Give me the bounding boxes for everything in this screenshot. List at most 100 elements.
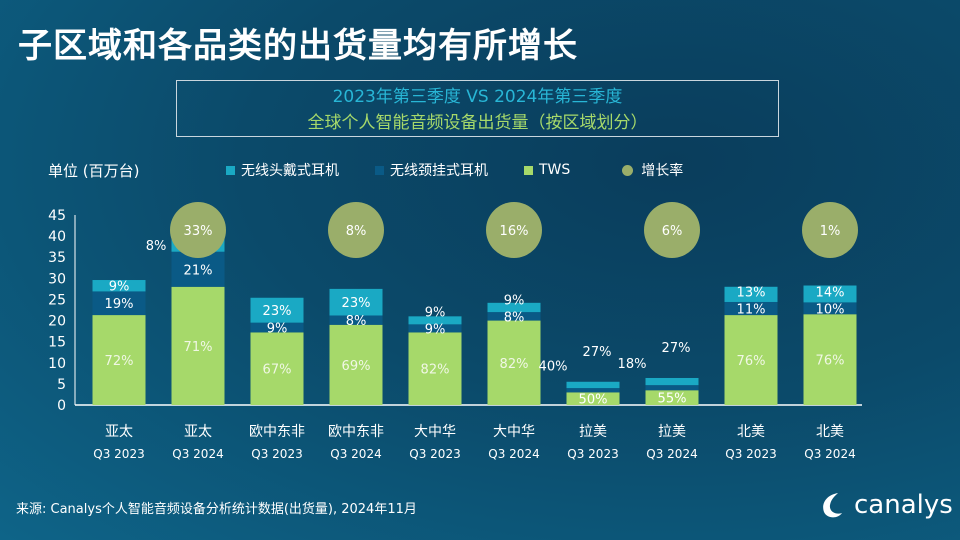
bar-neckband [250, 322, 304, 333]
bar-tws [566, 392, 620, 405]
canalys-logo-icon [823, 493, 842, 518]
bar-data-label: 21% [184, 263, 213, 278]
legend-label: 无线颈挂式耳机 [390, 163, 488, 179]
bar-data-label: 76% [737, 354, 766, 369]
bar-data-label: 9% [425, 322, 446, 337]
bar-tws [487, 320, 541, 405]
y-tick-label: 40 [48, 229, 66, 245]
x-tick-quarter: Q3 2024 [646, 447, 697, 461]
y-tick-label: 30 [48, 271, 66, 287]
bar-data-label: 27% [662, 341, 691, 356]
growth-bubble [328, 202, 384, 258]
x-tick-quarter: Q3 2023 [251, 447, 302, 461]
page-title: 子区域和各品类的出货量均有所增长 [18, 26, 578, 66]
bar-tws [171, 286, 225, 405]
y-axis-unit: 单位 (百万台) [48, 162, 140, 180]
x-tick-region: 大中华 [493, 424, 535, 440]
y-tick-label: 20 [48, 314, 66, 330]
bar-data-label: 8% [346, 314, 367, 329]
bar-neckband [92, 291, 146, 316]
subtitle-line1: 2023年第三季度 VS 2024年第三季度 [332, 87, 623, 107]
bar-data-label: 9% [109, 280, 130, 295]
bar-neckband [487, 312, 541, 321]
legend: 无线头戴式耳机 无线颈挂式耳机 TWS 增长率 [226, 160, 719, 180]
y-tick-label: 0 [57, 398, 66, 414]
bar-data-label: 82% [500, 357, 529, 372]
x-tick-quarter: Q3 2023 [725, 447, 776, 461]
bar-data-label: 13% [737, 286, 766, 301]
y-tick-label: 15 [48, 335, 66, 351]
bar-data-label: 11% [737, 303, 766, 318]
x-tick-region: 北美 [737, 424, 765, 440]
bar-data-label: 71% [184, 340, 213, 355]
x-tick-quarter: Q3 2024 [330, 447, 381, 461]
bar-data-label: 23% [342, 296, 371, 311]
bar-data-label: 72% [105, 354, 134, 369]
bar-data-label: 76% [816, 354, 845, 369]
bar-data-label: 67% [263, 363, 292, 378]
bar-neckband [803, 302, 857, 315]
bar-neckband [566, 388, 620, 393]
bar-data-label: 27% [583, 345, 612, 360]
bar-tws [92, 315, 146, 405]
canalys-logo: canalys [818, 490, 953, 520]
bar-data-label: 55% [658, 392, 687, 407]
bar-data-label: 14% [816, 285, 845, 300]
bar-neckband [645, 385, 699, 391]
bar-data-label: 10% [816, 302, 845, 317]
legend-swatch [226, 165, 235, 175]
growth-label: 16% [500, 224, 529, 239]
x-tick-quarter: Q3 2024 [172, 447, 223, 461]
logo-text: canalys [854, 490, 953, 520]
legend-swatch [375, 165, 384, 175]
chart-subtitle-box: 2023年第三季度 VS 2024年第三季度 全球个人智能音频设备出货量（按区域… [176, 80, 779, 137]
x-tick-region: 拉美 [579, 424, 607, 440]
legend-label: TWS [539, 162, 571, 178]
bar-tws [645, 390, 699, 405]
legend-growth: 增长率 [622, 160, 683, 180]
bar-data-label: 8% [504, 310, 525, 325]
bar-neckband [408, 324, 462, 333]
bar-data-label: 19% [105, 297, 134, 312]
x-tick-region: 欧中东非 [328, 424, 384, 440]
growth-bubble [644, 202, 700, 258]
bar-headset [408, 316, 462, 325]
bar-headset [724, 286, 778, 302]
bar-data-label: 23% [263, 304, 292, 319]
x-tick-region: 亚太 [105, 424, 133, 440]
subtitle-line2: 全球个人智能音频设备出货量（按区域划分） [307, 113, 648, 133]
bar-data-label: 9% [425, 305, 446, 320]
bar-headset [645, 377, 699, 386]
x-tick-region: 拉美 [658, 424, 686, 440]
y-tick-label: 35 [48, 250, 66, 266]
legend-swatch [524, 165, 533, 175]
bar-tws [408, 332, 462, 405]
bar-neckband [724, 301, 778, 316]
x-tick-region: 大中华 [414, 424, 456, 440]
bar-data-label: 18% [618, 357, 647, 372]
growth-label: 33% [184, 224, 213, 239]
bar-headset [329, 288, 383, 316]
bar-headset [566, 381, 620, 389]
bar-headset [803, 285, 857, 303]
bar-neckband [329, 315, 383, 325]
y-tick-label: 25 [48, 292, 66, 308]
bar-data-label: 8% [146, 239, 167, 254]
growth-bubble [802, 202, 858, 258]
bar-data-label: 50% [579, 393, 608, 408]
x-tick-quarter: Q3 2024 [488, 447, 539, 461]
growth-bubble [170, 202, 226, 258]
y-tick-label: 5 [57, 377, 66, 393]
x-tick-region: 北美 [816, 424, 844, 440]
growth-bubble [486, 202, 542, 258]
bar-headset [92, 280, 146, 292]
x-tick-quarter: Q3 2023 [567, 447, 618, 461]
y-tick-label: 45 [48, 208, 66, 224]
x-tick-quarter: Q3 2024 [804, 447, 855, 461]
bar-data-label: 69% [342, 359, 371, 374]
x-tick-quarter: Q3 2023 [409, 447, 460, 461]
legend-headset: 无线头戴式耳机 [226, 160, 339, 180]
source-note: 来源: Canalys个人智能音频设备分析统计数据(出货量), 2024年11月 [16, 502, 417, 517]
bar-data-label: 9% [504, 293, 525, 308]
